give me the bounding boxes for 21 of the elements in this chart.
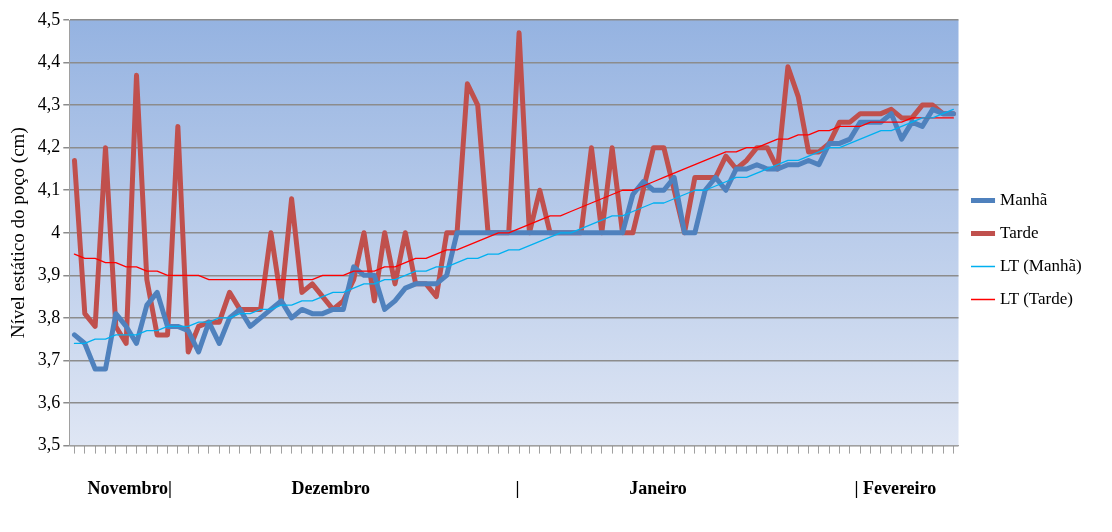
text: Janeiro: [629, 477, 687, 498]
y-tick-label: 3,5: [37, 434, 61, 455]
y-tick-label: 4,4: [37, 51, 61, 72]
legend-label: LT (Manhã): [1000, 255, 1082, 275]
y-axis-title: Nível estático do poço (cm): [7, 127, 30, 339]
legend-label: Manhã: [1000, 189, 1048, 209]
y-tick-label: 3,9: [37, 264, 61, 285]
y-tick-label: 3,7: [37, 349, 61, 370]
text: |: [515, 477, 520, 498]
y-tick-label: 4: [51, 221, 61, 242]
y-tick-label: 3,8: [37, 306, 61, 327]
y-tick-label: 4,5: [37, 8, 61, 29]
y-tick-label: 4,1: [37, 178, 61, 199]
legend-label: LT (Tarde): [1000, 288, 1073, 308]
text: Dezembro: [291, 477, 371, 498]
text: Novembro|: [87, 477, 173, 498]
y-tick-label: 4,2: [37, 136, 61, 157]
text: | Fevereiro: [854, 477, 937, 498]
legend-label: Tarde: [1000, 222, 1039, 242]
y-tick-label: 4,3: [37, 93, 61, 114]
y-tick-label: 3,6: [37, 391, 61, 412]
